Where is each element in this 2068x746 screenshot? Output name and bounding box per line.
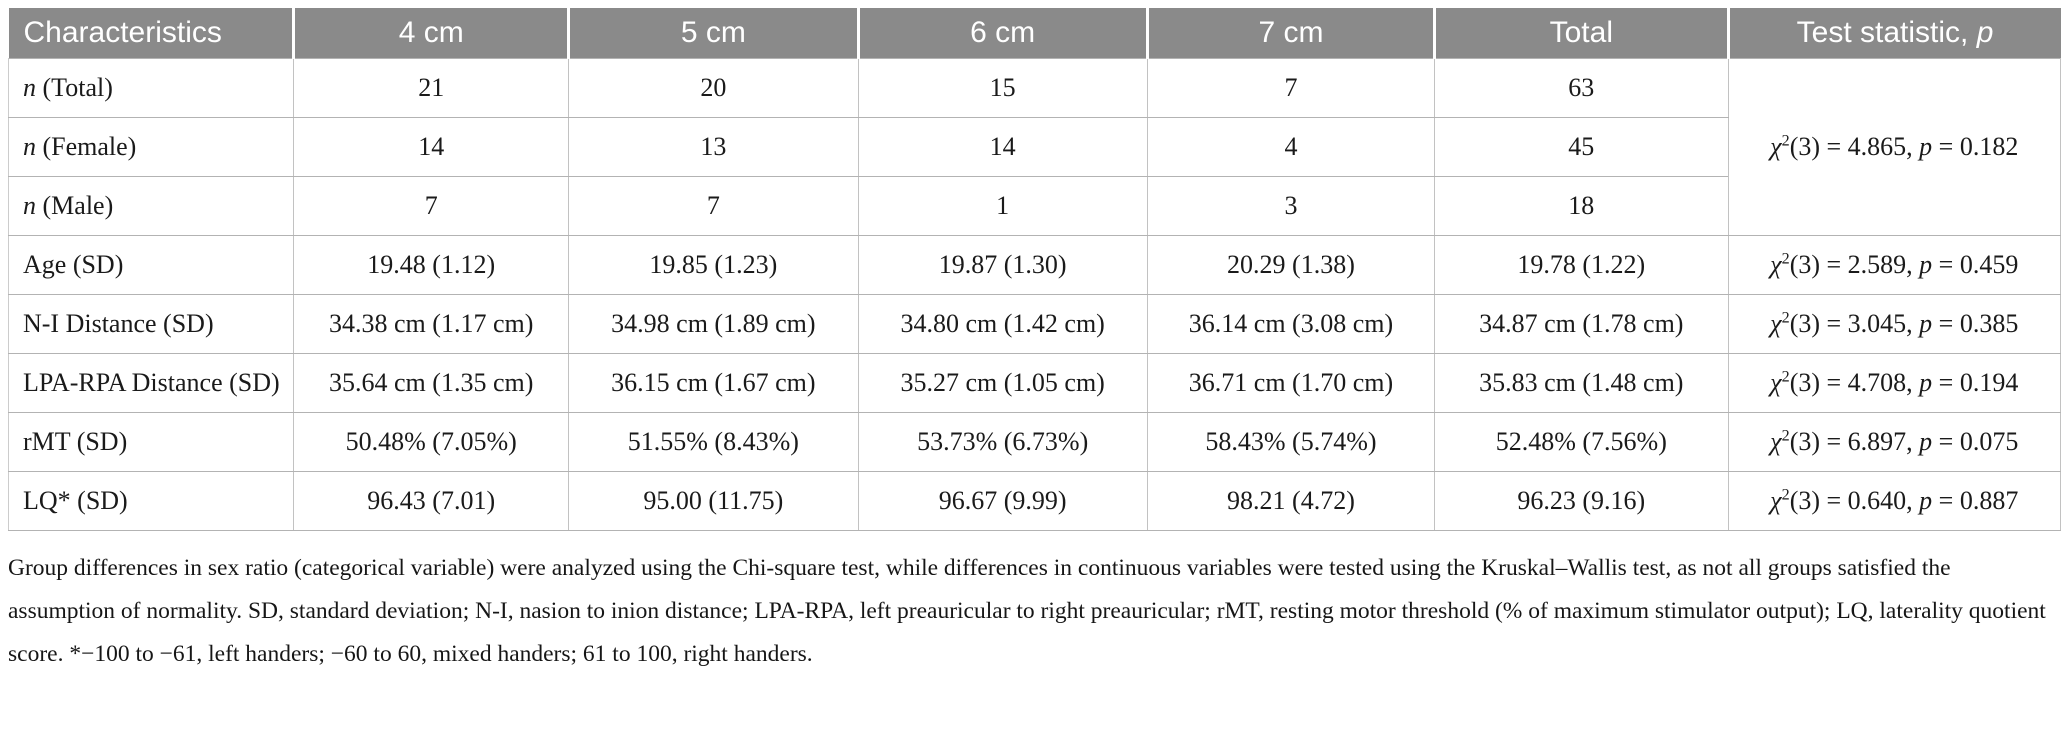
value-cell: 1 [857, 176, 1148, 236]
value-cell: 7 [1146, 58, 1436, 118]
value-cell: 19.78 (1.22) [1434, 235, 1729, 295]
column-header-test-statistic: Test statistic, p [1726, 8, 2061, 59]
column-header-7cm: 7 cm [1145, 8, 1435, 59]
table-row: LPA-RPA Distance (SD) 35.64 cm (1.35 cm) 3… [7, 353, 2062, 413]
row-label: LPA-RPA Distance (SD) [7, 353, 295, 413]
characteristics-table: Characteristics 4 cm 5 cm 6 cm 7 cm Tota… [7, 8, 2062, 531]
table-row: N-I Distance (SD) 34.38 cm (1.17 cm) 34.98… [7, 294, 2062, 354]
value-cell: 13 [568, 117, 859, 177]
row-label: n (Male) [7, 176, 295, 236]
table-footnote: Group differences in sex ratio (categori… [8, 555, 2046, 667]
value-cell: 95.00 (11.75) [568, 471, 859, 531]
value-cell: 51.55% (8.43%) [568, 412, 859, 472]
row-label: Age (SD) [7, 235, 295, 295]
row-label: n (Total) [7, 58, 295, 118]
value-cell: 21 [293, 58, 570, 118]
table-header-row: Characteristics 4 cm 5 cm 6 cm 7 cm Tota… [8, 8, 2061, 59]
value-cell: 52.48% (7.56%) [1434, 412, 1729, 472]
test-statistic-cell: χ2(3) = 6.897, p = 0.075 [1727, 412, 2062, 472]
value-cell: 3 [1146, 176, 1436, 236]
paper-table-figure: Characteristics 4 cm 5 cm 6 cm 7 cm Tota… [7, 8, 2062, 667]
value-cell: 7 [568, 176, 859, 236]
value-cell: 4 [1146, 117, 1436, 177]
value-cell: 20 [568, 58, 859, 118]
value-cell: 96.23 (9.16) [1434, 471, 1729, 531]
value-cell: 18 [1434, 176, 1729, 236]
table-row: n (Male) 7 7 1 3 18 [7, 176, 2061, 236]
value-cell: 36.14 cm (3.08 cm) [1146, 294, 1436, 354]
test-statistic-cell: χ2(3) = 2.589, p = 0.459 [1727, 235, 2062, 295]
table-row: rMT (SD) 50.48% (7.05%) 51.55% (8.43%) 53.7… [7, 412, 2062, 472]
value-cell: 20.29 (1.38) [1146, 235, 1436, 295]
value-cell: 35.64 cm (1.35 cm) [293, 353, 570, 413]
value-cell: 7 [293, 176, 570, 236]
value-cell: 35.83 cm (1.48 cm) [1434, 353, 1729, 413]
column-header-total: Total [1433, 8, 1729, 59]
value-cell: 34.38 cm (1.17 cm) [293, 294, 570, 354]
column-header-5cm: 5 cm [567, 8, 858, 59]
column-header-4cm: 4 cm [292, 8, 569, 59]
row-label: n (Female) [7, 117, 295, 177]
table-body: n (Total) 21 20 15 7 63 χ2(3) = 4.865, p = 0.1… [7, 58, 2062, 531]
value-cell: 53.73% (6.73%) [857, 412, 1148, 472]
value-cell: 19.48 (1.12) [293, 235, 570, 295]
value-cell: 19.87 (1.30) [857, 235, 1148, 295]
value-cell: 15 [857, 58, 1148, 118]
test-statistic-cell: χ2(3) = 0.640, p = 0.887 [1727, 471, 2062, 531]
value-cell: 98.21 (4.72) [1146, 471, 1436, 531]
value-cell: 35.27 cm (1.05 cm) [857, 353, 1148, 413]
table-row: n (Total) 21 20 15 7 63 χ2(3) = 4.865, p = 0.1… [7, 58, 2062, 236]
value-cell: 34.87 cm (1.78 cm) [1434, 294, 1729, 354]
table-row: Age (SD) 19.48 (1.12) 19.85 (1.23) 19.87 (1… [7, 235, 2062, 295]
value-cell: 34.98 cm (1.89 cm) [568, 294, 859, 354]
test-statistic-cell: χ2(3) = 3.045, p = 0.385 [1727, 294, 2062, 354]
table-row: n (Female) 14 13 14 4 45 [7, 117, 2061, 177]
value-cell: 45 [1434, 117, 1729, 177]
value-cell: 19.85 (1.23) [568, 235, 859, 295]
test-statistic-cell: χ2(3) = 4.708, p = 0.194 [1727, 353, 2062, 413]
value-cell: 36.15 cm (1.67 cm) [568, 353, 859, 413]
value-cell: 14 [293, 117, 570, 177]
row-label: rMT (SD) [7, 412, 295, 472]
header-test-statistic-text: Test statistic, [1796, 16, 1977, 49]
value-cell: 63 [1434, 58, 1729, 118]
value-cell: 50.48% (7.05%) [293, 412, 570, 472]
value-cell: 96.43 (7.01) [293, 471, 570, 531]
value-cell: 58.43% (5.74%) [1146, 412, 1436, 472]
table-row: LQ* (SD) 96.43 (7.01) 95.00 (11.75) 96.67 (… [7, 471, 2062, 531]
value-cell: 96.67 (9.99) [857, 471, 1148, 531]
header-p-italic: p [1976, 16, 1994, 49]
row-label: N-I Distance (SD) [7, 294, 295, 354]
test-statistic-cell: χ2(3) = 4.865, p = 0.182 [1727, 58, 2062, 236]
row-label: LQ* (SD) [7, 471, 295, 531]
column-header-6cm: 6 cm [856, 8, 1148, 59]
column-header-characteristics: Characteristics [8, 8, 294, 59]
value-cell: 14 [857, 117, 1148, 177]
value-cell: 34.80 cm (1.42 cm) [857, 294, 1148, 354]
value-cell: 36.71 cm (1.70 cm) [1146, 353, 1436, 413]
